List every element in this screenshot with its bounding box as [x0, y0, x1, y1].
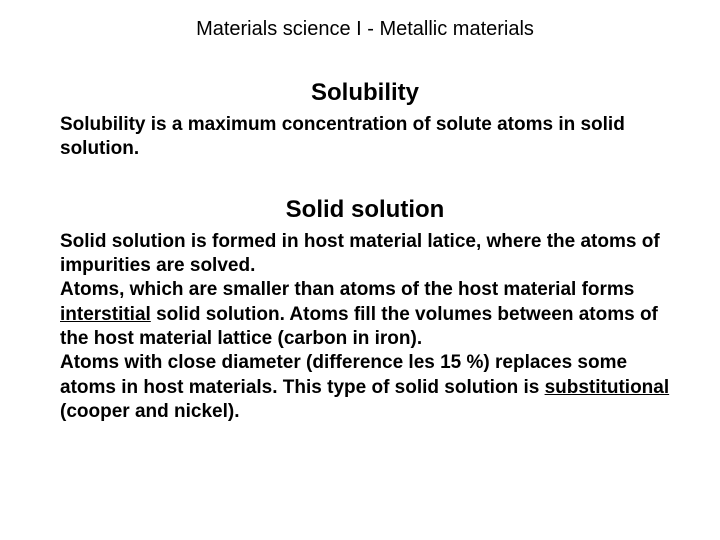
interstitial-term: interstitial: [60, 304, 151, 325]
substitutional-paragraph: Atoms with close diameter (difference le…: [60, 351, 670, 424]
interstitial-paragraph: Atoms, which are smaller than atoms of t…: [60, 278, 670, 351]
interstitial-text-before: Atoms, which are smaller than atoms of t…: [60, 279, 634, 300]
slide-page: Materials science I - Metallic materials…: [0, 0, 720, 540]
course-title: Materials science I - Metallic materials: [60, 18, 670, 41]
section-heading-solid-solution: Solid solution: [60, 196, 670, 224]
solid-solution-definition: Solid solution is formed in host materia…: [60, 230, 670, 279]
section-heading-solubility: Solubility: [60, 79, 670, 107]
substitutional-term: substitutional: [545, 377, 670, 398]
substitutional-text-before: Atoms with close diameter (difference le…: [60, 352, 627, 397]
solubility-definition: Solubility is a maximum concentration of…: [60, 113, 670, 162]
substitutional-text-after: (cooper and nickel).: [60, 401, 239, 422]
section-gap: [60, 162, 670, 196]
